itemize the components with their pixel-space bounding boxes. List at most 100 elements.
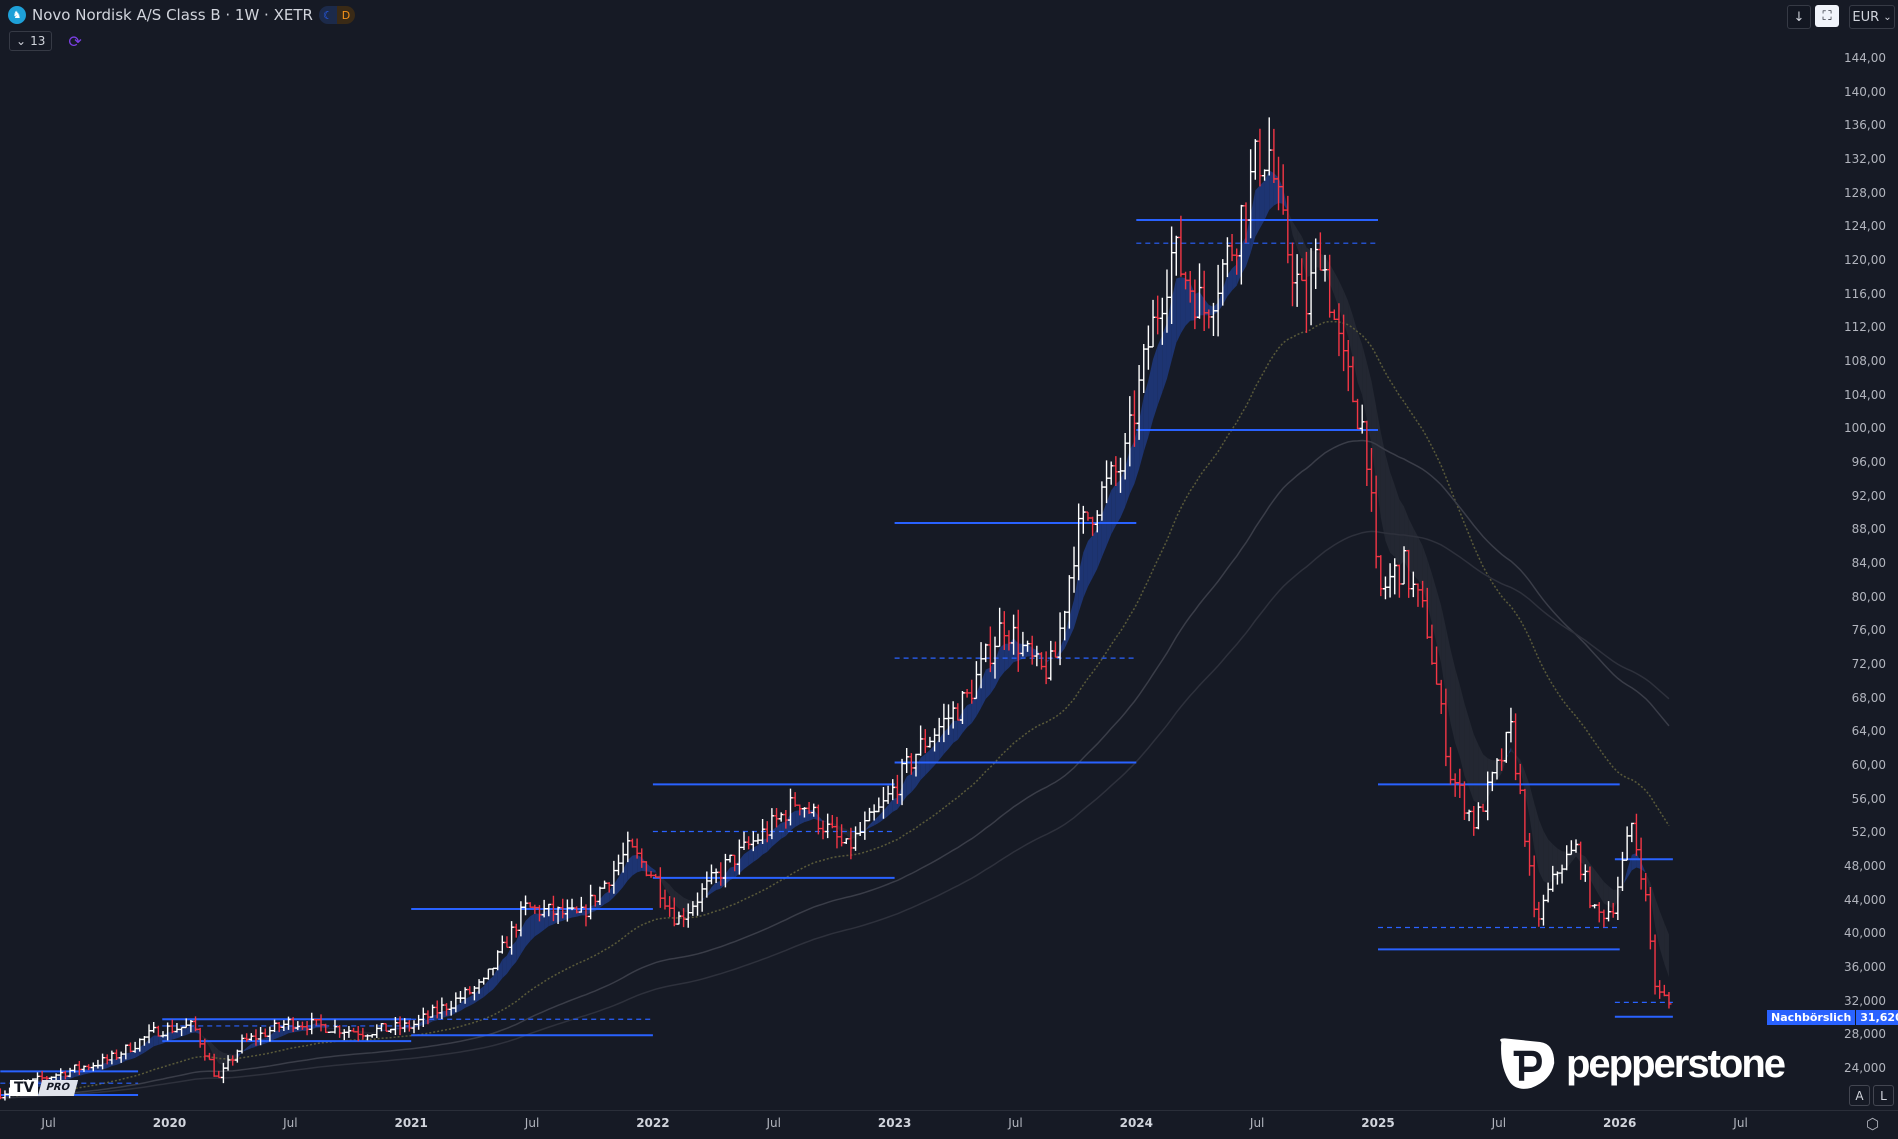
ohlc-bar — [1001, 611, 1007, 650]
ohlc-bar — [569, 898, 575, 911]
ohlc-bar — [448, 1000, 454, 1016]
ema-cloud-segment — [641, 857, 647, 872]
ohlc-bar — [1522, 788, 1528, 847]
scroll-to-latest-button[interactable]: ↓ — [1787, 5, 1811, 29]
ohlc-bar — [123, 1044, 129, 1060]
ohlc-bar — [1592, 904, 1598, 909]
ohlc-bar — [355, 1026, 361, 1042]
ema-cloud-segment — [1557, 848, 1563, 879]
ema-cloud-segment — [525, 916, 531, 947]
ema-cloud-segment — [1627, 854, 1632, 879]
ema-cloud-segment — [1641, 861, 1646, 873]
ohlc-bar — [1531, 855, 1537, 918]
ohlc-bar — [708, 864, 714, 885]
ohlc-bar — [299, 1021, 305, 1030]
ema-cloud-segment — [1087, 535, 1093, 587]
ohlc-bar — [495, 950, 501, 971]
price-tick-label: 104,00 — [1844, 387, 1886, 402]
fullscreen-button[interactable]: ⛶ — [1815, 5, 1839, 27]
ohlc-bar — [1299, 258, 1305, 282]
ohlc-bar — [541, 899, 547, 918]
ohlc-bar — [774, 808, 780, 828]
ema-cloud-segment — [827, 822, 833, 824]
ema-cloud-segment — [190, 1026, 196, 1034]
time-tick-label: 2022 — [636, 1116, 670, 1130]
ema-cloud-segment — [850, 831, 856, 840]
ohlc-bar — [369, 1033, 375, 1038]
tradingview-logo[interactable]: TV PRO — [10, 1080, 79, 1096]
time-tick-label: 2026 — [1602, 1116, 1637, 1130]
ohlc-bar — [281, 1020, 287, 1031]
ohlc-bar — [471, 986, 477, 1001]
ema-cloud-segment — [1603, 881, 1609, 907]
ema-cloud-segment — [1385, 454, 1391, 553]
ohlc-bar — [67, 1067, 73, 1078]
ohlc-bar — [1127, 396, 1133, 467]
ema-cloud-segment — [1050, 658, 1056, 660]
ohlc-bar — [927, 736, 933, 748]
ohlc-bar — [602, 880, 608, 889]
ema-cloud-segment — [125, 1052, 131, 1061]
ohlc-bar — [848, 827, 854, 860]
ohlc-bar — [536, 905, 542, 922]
ema-cloud-segment — [576, 909, 582, 917]
ema-cloud-segment — [1399, 499, 1405, 566]
ema-cloud-segment — [948, 721, 954, 749]
ohlc-bar — [351, 1027, 357, 1033]
ema-cloud-segment — [1496, 760, 1502, 780]
ohlc-bar — [657, 867, 663, 908]
ohlc-bar — [1062, 610, 1068, 641]
ema-cloud-segment — [1576, 850, 1581, 863]
ohlc-bar — [1011, 614, 1017, 655]
log-scale-button[interactable]: L — [1873, 1085, 1894, 1106]
ohlc-bar — [1578, 841, 1584, 880]
ema-cloud-segment — [1566, 851, 1572, 869]
ohlc-bar — [578, 896, 584, 913]
indicators-toggle-button[interactable]: ⌄ 13 — [9, 31, 53, 51]
symbol-header[interactable]: ♞ Novo Nordisk A/S Class B · 1W · XETR ☾… — [8, 6, 355, 24]
ohlc-bar — [378, 1022, 384, 1032]
ema-cloud-segment — [1380, 432, 1386, 541]
ema-cloud-segment — [218, 1050, 224, 1066]
ema-cloud-segment — [818, 815, 824, 822]
ohlc-bar — [695, 892, 701, 916]
ema-cloud-segment — [1422, 545, 1428, 604]
currency-select[interactable]: EUR ⌄ — [1849, 5, 1895, 29]
ohlc-bar — [72, 1064, 78, 1073]
ema-cloud-segment — [878, 810, 884, 823]
ohlc-bar — [671, 897, 677, 927]
ohlc-bar — [1545, 882, 1551, 903]
auto-scale-button[interactable]: A — [1849, 1085, 1870, 1106]
ohlc-bar — [253, 1029, 259, 1046]
sync-icon[interactable]: ⟳ — [68, 31, 82, 51]
ohlc-bar — [853, 826, 859, 851]
ema-cloud-segment — [102, 1062, 108, 1070]
session-badge[interactable]: ☾ D — [318, 6, 355, 24]
ohlc-bar — [857, 822, 863, 837]
time-tick-label: Jul — [283, 1116, 298, 1130]
ohlc-bar — [643, 861, 649, 877]
ema-cloud-segment — [785, 813, 791, 837]
ema-cloud-segment — [1529, 784, 1535, 848]
ohlc-bar — [1438, 679, 1444, 715]
ohlc-bar — [197, 1027, 203, 1048]
ema-cloud-segment — [683, 897, 689, 913]
ohlc-bar — [913, 753, 919, 777]
ohlc-bar — [815, 804, 821, 835]
ema-cloud-segment — [186, 1026, 191, 1036]
ohlc-bar — [787, 788, 793, 826]
ohlc-bar — [1285, 195, 1291, 264]
ema-cloud-segment — [246, 1043, 252, 1051]
ohlc-bar — [839, 824, 845, 847]
symbol-title[interactable]: Novo Nordisk A/S Class B · 1W · XETR — [32, 6, 313, 24]
ema-cloud-segment — [618, 869, 624, 893]
ohlc-bar — [430, 1004, 436, 1018]
settings-icon[interactable]: ⬡ — [1866, 1115, 1880, 1133]
ema-cloud-segment — [167, 1032, 173, 1042]
ema-cloud-segment — [1041, 655, 1047, 664]
ema-cloud-segment — [1153, 345, 1158, 420]
ema-cloud-segment — [799, 809, 805, 825]
ema-cloud-segment — [1608, 885, 1614, 909]
ema-cloud-segment — [520, 920, 526, 955]
